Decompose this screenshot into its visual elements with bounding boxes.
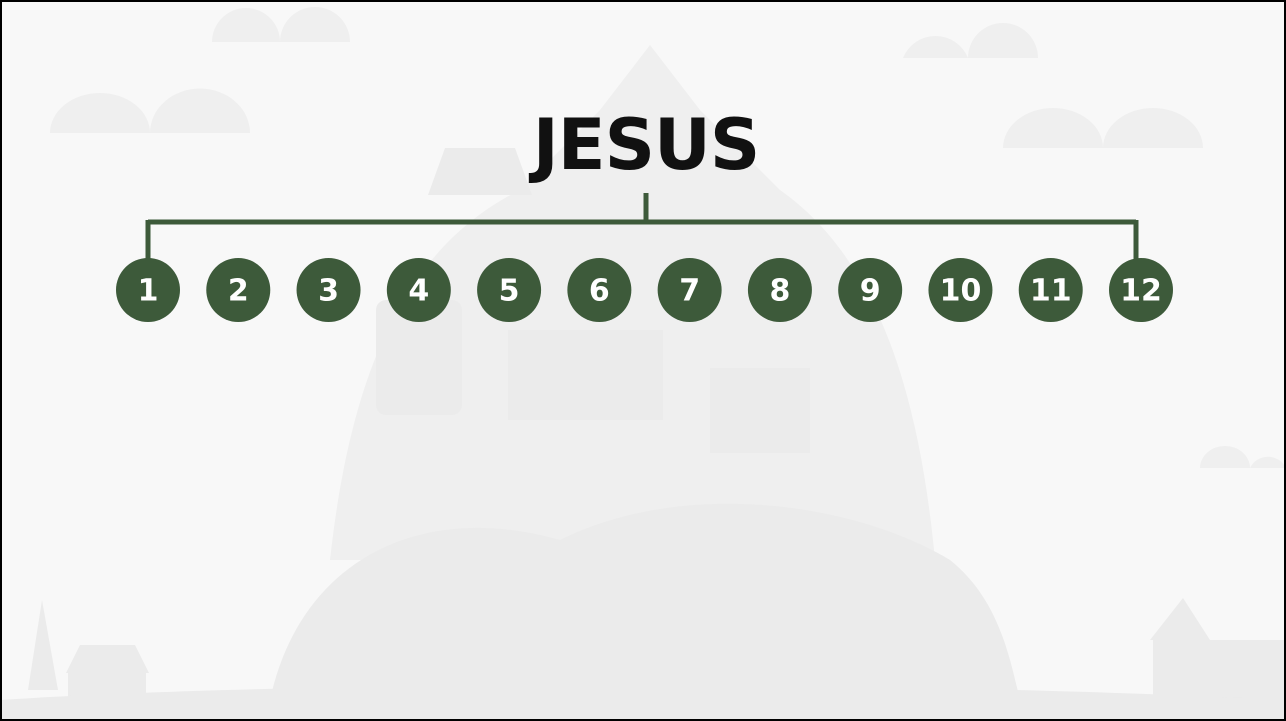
node-label: 2 [228,274,249,309]
slide: JESUS 123456789101112 [0,0,1286,721]
node-label: 1 [138,274,159,309]
node-label: 7 [679,274,700,309]
node-label: 11 [1030,274,1072,309]
node-label: 3 [318,274,339,309]
node-label: 8 [769,274,790,309]
node-label: 4 [408,274,429,309]
page: {"title": "JESUS", "nodes": [{"label": "… [0,0,1286,721]
node-label: 12 [1120,274,1162,309]
title: JESUS [529,104,760,186]
node-label: 10 [940,274,982,309]
node-label: 5 [499,274,520,309]
node-label: 6 [589,274,610,309]
node-label: 9 [860,274,881,309]
